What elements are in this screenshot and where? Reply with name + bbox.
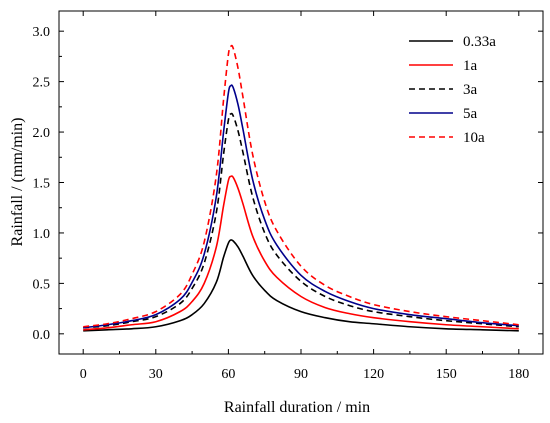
series-line-3a xyxy=(83,112,519,329)
legend-label: 5a xyxy=(463,106,478,122)
legend-label: 10a xyxy=(463,130,485,146)
y-tick-label: 2.5 xyxy=(33,76,51,91)
legend-label: 0.33a xyxy=(463,34,496,50)
x-tick-label: 60 xyxy=(221,367,235,382)
series-line-5a xyxy=(83,84,519,329)
legend: 0.33a 1a 3a 5a 10a xyxy=(409,34,496,146)
y-tick-label: 3.0 xyxy=(33,25,51,40)
series-line-10a xyxy=(83,44,519,328)
axis-ticks: 0 30 60 90 120 150 180 0.0 0.5 1.0 1.5 2.0 2.5 3.0 xyxy=(33,11,543,382)
x-tick-label: 180 xyxy=(508,367,529,382)
y-tick-label: 2.0 xyxy=(33,126,51,141)
series-line-0.33a xyxy=(83,239,519,332)
y-tick-label: 0.0 xyxy=(33,328,51,343)
x-tick-label: 150 xyxy=(436,367,457,382)
y-tick-label: 0.5 xyxy=(33,277,51,292)
y-axis-title: Rainfall / (mm/min) xyxy=(9,118,26,247)
series-line-1a xyxy=(83,175,519,331)
x-tick-label: 30 xyxy=(149,367,163,382)
legend-label: 1a xyxy=(463,58,478,74)
x-axis-title: Rainfall duration / min xyxy=(224,399,370,416)
x-tick-label: 90 xyxy=(294,367,308,382)
legend-label: 3a xyxy=(463,82,478,98)
x-tick-label: 120 xyxy=(363,367,384,382)
x-tick-label: 0 xyxy=(80,367,87,382)
y-tick-label: 1.0 xyxy=(33,227,51,242)
y-tick-label: 1.5 xyxy=(33,177,51,192)
series-lines xyxy=(83,44,519,332)
